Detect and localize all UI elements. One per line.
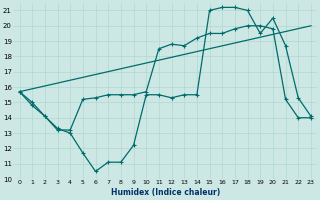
X-axis label: Humidex (Indice chaleur): Humidex (Indice chaleur) (111, 188, 220, 197)
